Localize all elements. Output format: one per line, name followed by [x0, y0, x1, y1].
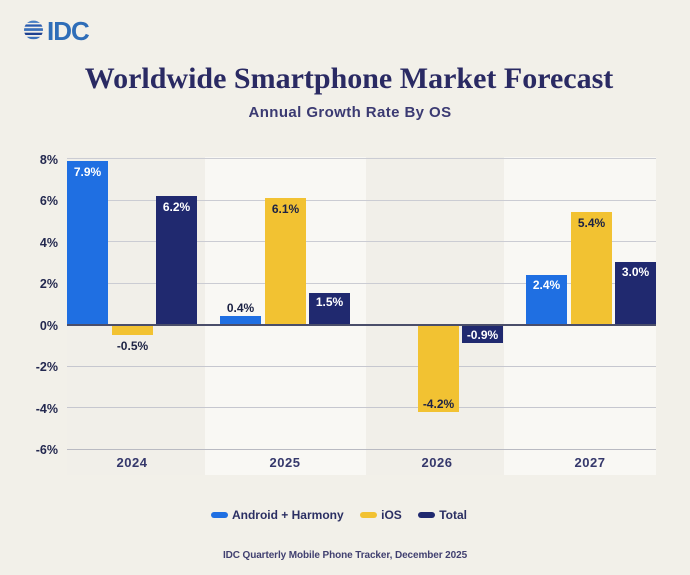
svg-text:IDC: IDC: [47, 16, 90, 44]
